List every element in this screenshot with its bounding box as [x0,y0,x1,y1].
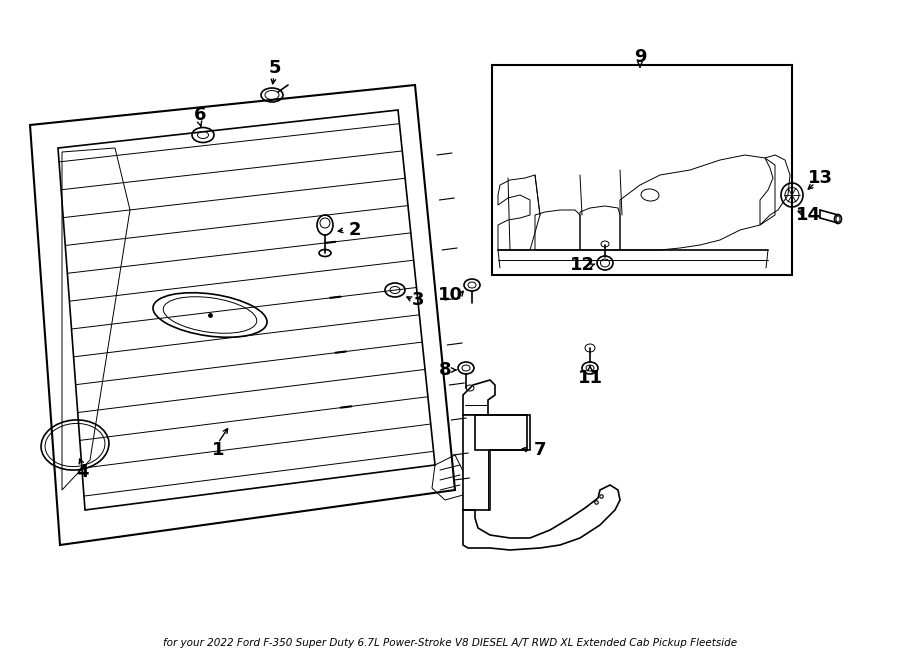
Text: 7: 7 [534,441,546,459]
Text: 13: 13 [807,169,833,187]
Polygon shape [463,415,530,510]
Text: 1: 1 [212,441,224,459]
Text: 8: 8 [438,361,451,379]
Text: 14: 14 [796,206,821,224]
Bar [492,65,792,275]
Text: 5: 5 [269,59,281,77]
Text: 3: 3 [412,291,424,309]
Text: 4: 4 [76,463,88,481]
Text: for your 2022 Ford F-350 Super Duty 6.7L Power-Stroke V8 DIESEL A/T RWD XL Exten: for your 2022 Ford F-350 Super Duty 6.7L… [163,638,737,648]
Text: 9: 9 [634,48,646,66]
Text: 12: 12 [570,256,595,274]
Text: 10: 10 [437,286,463,304]
Text: 2: 2 [349,221,361,239]
Text: 11: 11 [578,369,602,387]
Text: 6: 6 [194,106,206,124]
